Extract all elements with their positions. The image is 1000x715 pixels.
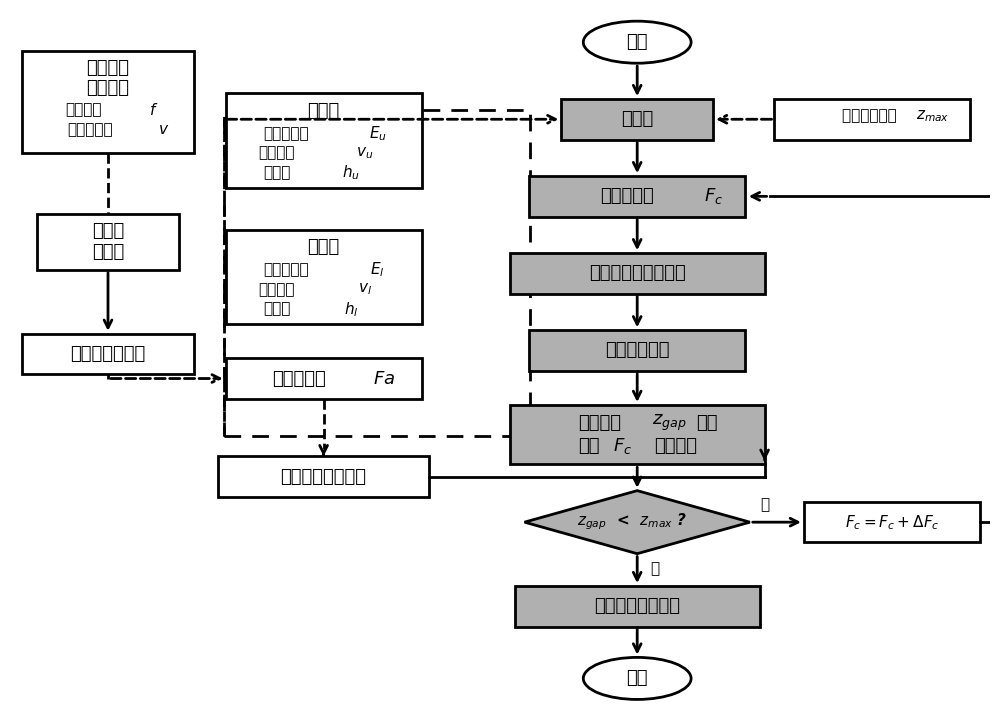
Text: 钻削参数: 钻削参数 (87, 79, 130, 97)
Text: 验数据: 验数据 (92, 243, 124, 262)
Text: 确定挤压范围: 确定挤压范围 (605, 342, 669, 360)
Text: $z_{max}$: $z_{max}$ (916, 108, 950, 124)
Bar (224, 110, 530, 436)
Text: 弹性模量：: 弹性模量： (264, 262, 309, 277)
Bar (218, 456, 429, 497)
Text: 层间间隙: 层间间隙 (578, 415, 621, 433)
Bar (226, 230, 422, 324)
Text: 弹性模量：: 弹性模量： (264, 126, 309, 141)
Text: $F_c = F_c + \Delta F_c$: $F_c = F_c + \Delta F_c$ (845, 513, 939, 531)
Text: $F_c$: $F_c$ (613, 435, 632, 455)
Polygon shape (524, 490, 750, 553)
Text: 上层板: 上层板 (307, 102, 340, 120)
Text: 厚度：: 厚度： (263, 165, 290, 180)
Text: $v$: $v$ (158, 122, 169, 137)
Bar (529, 330, 745, 371)
Text: 轴向钻削力: 轴向钻削力 (272, 370, 326, 388)
Text: 紧力: 紧力 (578, 437, 600, 455)
Ellipse shape (583, 21, 691, 63)
Bar (774, 99, 970, 139)
Text: 否: 否 (760, 497, 769, 512)
Text: 变化曲线: 变化曲线 (654, 437, 697, 455)
Text: $Fa$: $Fa$ (373, 370, 395, 388)
Text: 是: 是 (650, 561, 659, 576)
Bar (22, 334, 194, 375)
Text: 进给率：: 进给率： (65, 103, 102, 118)
Text: 泊松比：: 泊松比： (258, 145, 295, 160)
Text: $h_l$: $h_l$ (344, 300, 358, 318)
Text: $E_l$: $E_l$ (370, 260, 385, 280)
Ellipse shape (583, 657, 691, 699)
Text: 钻削试: 钻削试 (92, 222, 124, 240)
Text: 下层板: 下层板 (307, 239, 340, 257)
Text: 刀具转速：: 刀具转速： (68, 122, 113, 137)
Text: 初始化: 初始化 (621, 110, 653, 128)
Text: 泊松比：: 泊松比： (258, 282, 295, 297)
Bar (37, 214, 179, 270)
Text: 钻削力预测模型: 钻削力预测模型 (70, 345, 146, 363)
Text: 选择当前的压紧力: 选择当前的压紧力 (594, 597, 680, 615)
Text: $E_u$: $E_u$ (369, 124, 386, 142)
Bar (561, 99, 713, 139)
Text: $f$: $f$ (149, 102, 159, 118)
Bar (226, 358, 422, 399)
Text: $v_u$: $v_u$ (356, 145, 373, 161)
Text: $z_{gap}$: $z_{gap}$ (652, 413, 687, 433)
Bar (510, 405, 765, 464)
Text: 层间间隙阈值: 层间间隙阈值 (842, 108, 902, 123)
Text: $z_{gap}$  <  $z_{max}$ ?: $z_{gap}$ < $z_{max}$ ? (577, 512, 687, 533)
Bar (515, 586, 760, 626)
Bar (226, 93, 422, 187)
Bar (529, 176, 745, 217)
Bar (804, 502, 980, 543)
Text: $h_u$: $h_u$ (342, 163, 360, 182)
Text: 厚度：: 厚度： (263, 302, 290, 317)
Text: 叠层板变形解析模型: 叠层板变形解析模型 (589, 265, 686, 282)
Text: 钻头型号: 钻头型号 (87, 59, 130, 77)
Text: $v_l$: $v_l$ (358, 282, 372, 297)
Text: $F_c$: $F_c$ (704, 187, 723, 207)
Text: 层间间隙预测模型: 层间间隙预测模型 (281, 468, 367, 485)
Text: 随压: 随压 (696, 415, 718, 433)
Bar (510, 253, 765, 294)
Text: 选择压紧力: 选择压紧力 (601, 187, 654, 205)
Bar (22, 51, 194, 152)
Text: 结束: 结束 (626, 669, 648, 687)
Text: 开始: 开始 (626, 33, 648, 51)
